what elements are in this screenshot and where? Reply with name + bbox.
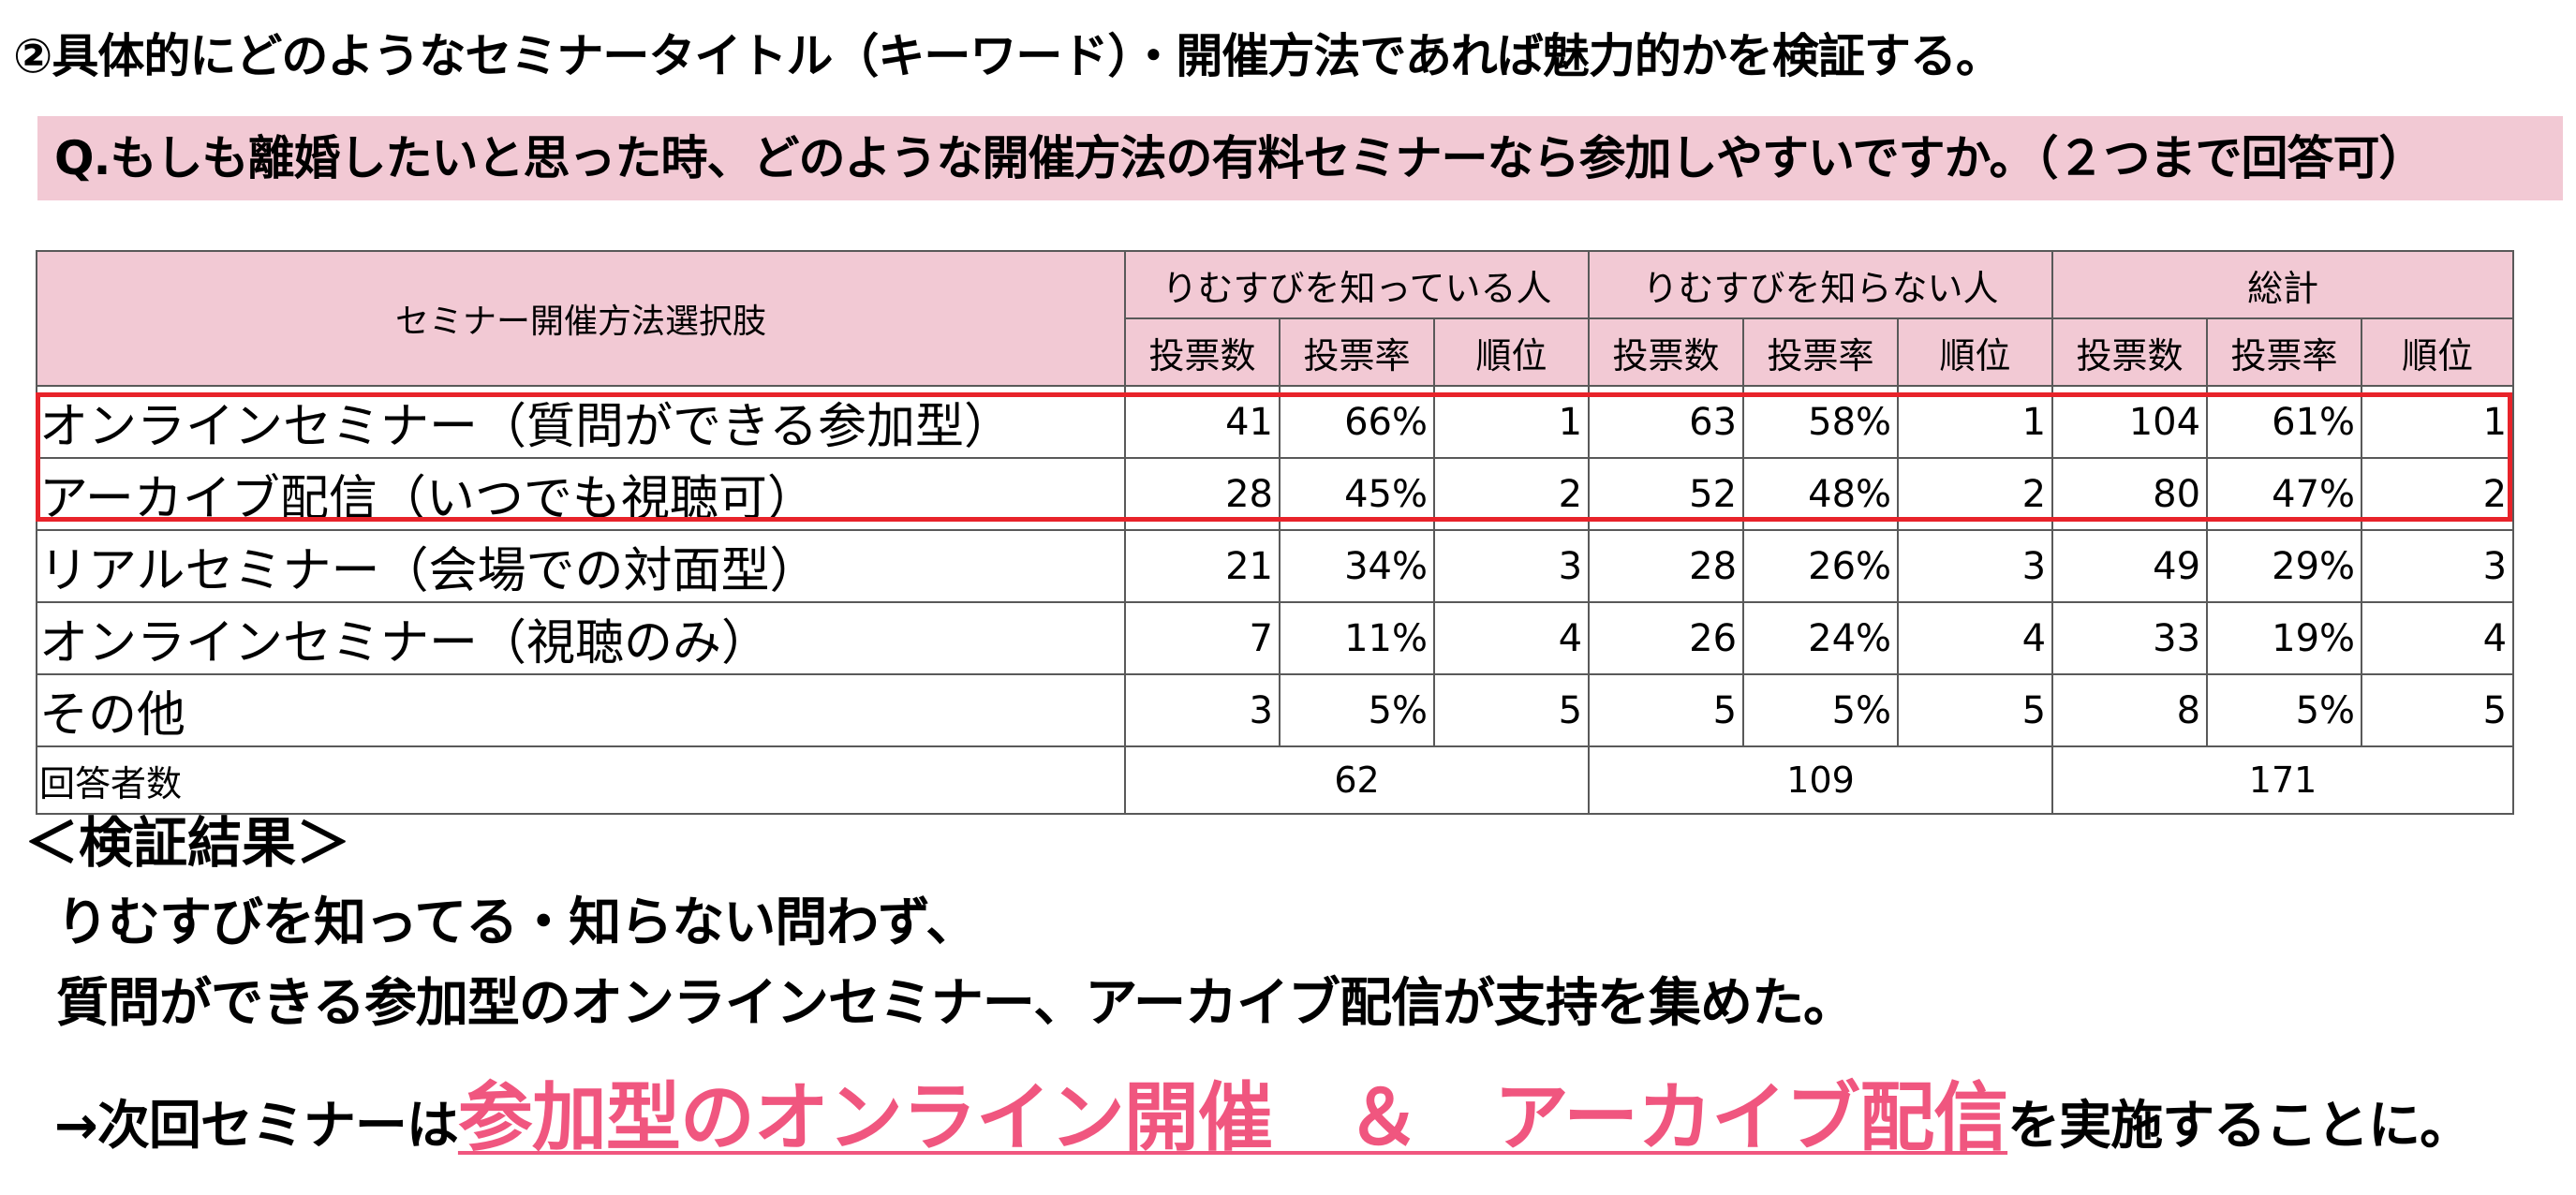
cell-votes: 33 [2051, 601, 2209, 675]
group-header-total: 総計 [2051, 250, 2515, 319]
cell-rate: 24% [1742, 601, 1900, 675]
cell-rank: 5 [1897, 673, 2054, 747]
cell-rate: 11% [1279, 601, 1435, 675]
sub-header-rate: 投票率 [1742, 317, 1900, 387]
table-row: リアルセミナー（会場での対面型） 21 34% 3 28 26% 3 49 29… [36, 529, 2515, 603]
sub-header-votes: 投票数 [1588, 317, 1745, 387]
cell-rank: 5 [1432, 673, 1591, 747]
table-row: オンラインセミナー（視聴のみ） 7 11% 4 26 24% 4 33 19% … [36, 601, 2515, 675]
cell-votes: 52 [1588, 457, 1745, 531]
cell-rank: 2 [1897, 457, 2054, 531]
conclusion: →次回セミナーは参加型のオンライン開催 ＆ アーカイブ配信を実施することに。 [54, 1062, 2472, 1195]
row-label: アーカイブ配信（いつでも視聴可） [36, 457, 1126, 531]
sub-header-rank: 順位 [1432, 317, 1591, 387]
results-table: セミナー開催方法選択肢 りむすびを知っている人 りむすびを知らない人 総計 投票… [36, 250, 2515, 815]
cell-rate: 47% [2206, 457, 2363, 531]
cell-rank: 1 [1432, 385, 1591, 459]
cell-votes: 28 [1124, 457, 1281, 531]
sub-header-rate: 投票率 [1279, 317, 1435, 387]
cell-rate: 29% [2206, 529, 2363, 603]
cell-votes: 41 [1124, 385, 1281, 459]
cell-rank: 4 [1897, 601, 2054, 675]
cell-rate: 66% [1279, 385, 1435, 459]
conclusion-emphasis: 参加型のオンライン開催 ＆ アーカイブ配信 [457, 1074, 2008, 1161]
cell-rate: 19% [2206, 601, 2363, 675]
cell-rate: 45% [1279, 457, 1435, 531]
group-header-unknown: りむすびを知らない人 [1588, 250, 2054, 319]
cell-votes: 21 [1124, 529, 1281, 603]
result-title: ＜検証結果＞ [24, 811, 351, 875]
table-row: その他 3 5% 5 5 5% 5 8 5% 5 [36, 673, 2515, 747]
cell-rate: 26% [1742, 529, 1900, 603]
group-header-known: りむすびを知っている人 [1123, 250, 1591, 319]
result-line-2: 質問ができる参加型のオンラインセミナー、アーカイブ配信が支持を集めた。 [56, 973, 1856, 1034]
respondents-label: 回答者数 [36, 745, 1126, 815]
cell-rank: 2 [2361, 457, 2515, 531]
row-label: リアルセミナー（会場での対面型） [36, 529, 1126, 603]
sub-header-rank: 順位 [2361, 317, 2515, 387]
cell-rank: 3 [2361, 529, 2515, 603]
sub-header-rank: 順位 [1897, 317, 2054, 387]
cell-votes: 28 [1588, 529, 1745, 603]
row-label: その他 [36, 673, 1126, 747]
cell-rate: 5% [1742, 673, 1900, 747]
conclusion-suffix: を実施することに。 [2007, 1096, 2472, 1157]
cell-rate: 34% [1279, 529, 1435, 603]
cell-rate: 61% [2206, 385, 2363, 459]
sub-header-votes: 投票数 [1124, 317, 1281, 387]
cell-rate: 5% [2206, 673, 2363, 747]
cell-rank: 3 [1432, 529, 1591, 603]
cell-votes: 49 [2051, 529, 2209, 603]
row-label: オンラインセミナー（視聴のみ） [36, 601, 1126, 675]
cell-rank: 3 [1897, 529, 2054, 603]
group-header-row: セミナー開催方法選択肢 りむすびを知っている人 りむすびを知らない人 総計 [36, 250, 2515, 387]
cell-rank: 1 [1897, 385, 2054, 459]
page-heading: ②具体的にどのようなセミナータイトル（キーワード）・開催方法であれば魅力的かを検… [13, 29, 2003, 83]
cell-rank: 2 [1432, 457, 1591, 531]
sub-header-rate: 投票率 [2206, 317, 2363, 387]
conclusion-prefix: →次回セミナーは [54, 1096, 459, 1157]
sub-header-votes: 投票数 [2051, 317, 2209, 387]
cell-votes: 8 [2051, 673, 2209, 747]
cell-votes: 104 [2051, 385, 2209, 459]
respondents-total: 171 [2051, 745, 2515, 815]
cell-rate: 58% [1742, 385, 1900, 459]
table-row: アーカイブ配信（いつでも視聴可） 28 45% 2 52 48% 2 80 47… [36, 457, 2515, 531]
row-label: オンラインセミナー（質問ができる参加型） [36, 385, 1126, 459]
table-row: オンラインセミナー（質問ができる参加型） 41 66% 1 63 58% 1 1… [36, 385, 2515, 459]
cell-rank: 1 [2361, 385, 2515, 459]
question-banner: Q.もしも離婚したいと思った時、どのような開催方法の有料セミナーなら参加しやすい… [37, 116, 2563, 200]
cell-rate: 48% [1742, 457, 1900, 531]
cell-votes: 26 [1588, 601, 1745, 675]
cell-rank: 4 [2361, 601, 2515, 675]
corner-header: セミナー開催方法選択肢 [36, 250, 1126, 387]
cell-votes: 80 [2051, 457, 2209, 531]
respondents-unknown: 109 [1588, 745, 2054, 815]
respondents-row: 回答者数 62 109 171 [36, 745, 2515, 815]
sub-header-row: 投票数 投票率 順位 投票数 投票率 順位 投票数 投票率 順位 [37, 317, 2515, 387]
cell-votes: 7 [1124, 601, 1281, 675]
cell-votes: 63 [1588, 385, 1745, 459]
result-line-1: りむすびを知ってる・知らない問わず、 [56, 893, 978, 953]
cell-rank: 5 [2361, 673, 2515, 747]
cell-rate: 5% [1279, 673, 1435, 747]
cell-rank: 4 [1432, 601, 1591, 675]
respondents-known: 62 [1123, 745, 1591, 815]
cell-votes: 5 [1588, 673, 1745, 747]
cell-votes: 3 [1124, 673, 1281, 747]
